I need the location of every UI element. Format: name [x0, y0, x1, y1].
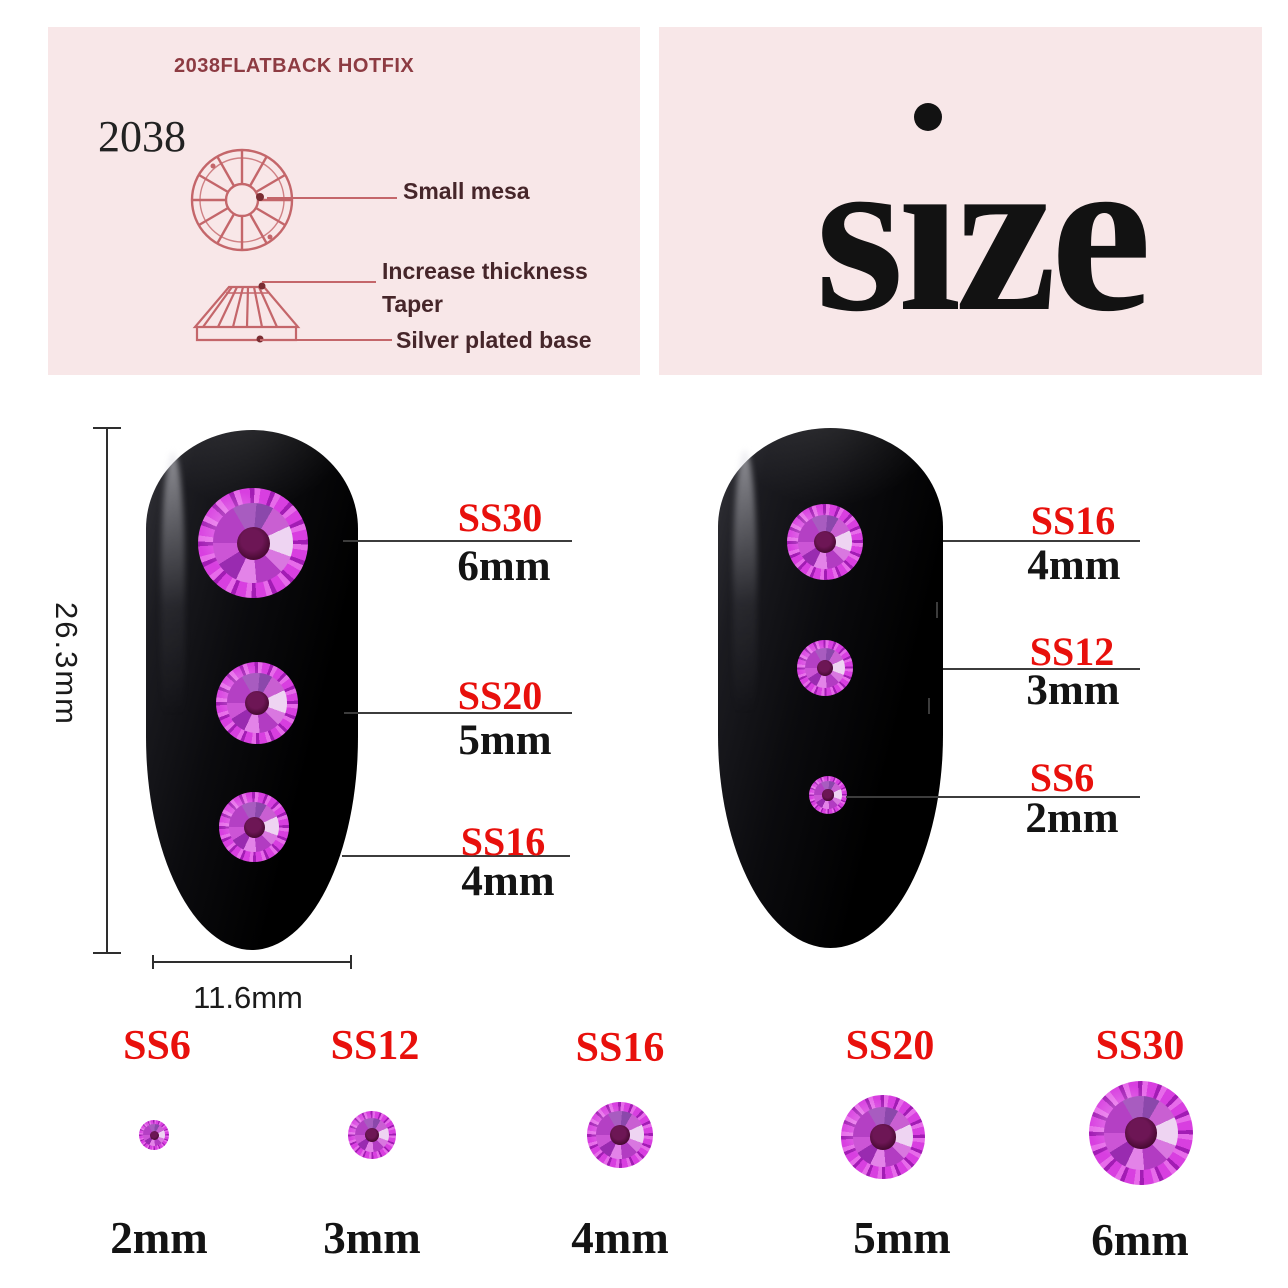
- label-taper: Taper: [382, 291, 443, 317]
- callout-ss16-right-mm: 4mm: [1027, 542, 1121, 589]
- size-heading-panel: sıze: [659, 27, 1262, 375]
- nail-length-label: 26.3mm: [49, 602, 84, 726]
- stone-ss20-on-nail: [216, 662, 298, 744]
- callout-ss16-left: SS16: [460, 819, 546, 864]
- label-increase-thickness: Increase thickness: [382, 258, 588, 284]
- chart-mm-ss20: 5mm: [853, 1213, 951, 1263]
- callout-ss6: SS6: [1029, 755, 1095, 800]
- label-silver-plated-base: Silver plated base: [396, 327, 592, 353]
- callout-ss30-mm: 6mm: [457, 543, 551, 590]
- nail-edge-tick-2: [928, 698, 930, 714]
- callout-ss30: SS30: [457, 495, 543, 540]
- chart-label-ss12: SS12: [330, 1023, 420, 1069]
- stone-ss12-on-nail-right: [797, 640, 853, 696]
- callout-ss12: SS12: [1029, 629, 1115, 674]
- label-small-mesa: Small mesa: [403, 178, 530, 204]
- stone-ss16-on-nail: [219, 792, 289, 862]
- stone-ss30-on-nail: [198, 488, 308, 598]
- nail-width-label: 11.6mm: [193, 980, 303, 1015]
- stone-ss6-on-nail-right: [809, 776, 847, 814]
- chart-stone-ss16: [587, 1102, 653, 1168]
- chart-mm-ss16: 4mm: [571, 1213, 669, 1263]
- callout-ss6-mm: 2mm: [1025, 795, 1119, 842]
- chart-mm-ss12: 3mm: [323, 1213, 421, 1263]
- chart-label-ss20: SS20: [845, 1023, 935, 1069]
- panel-title: 2038FLATBACK HOTFIX: [174, 55, 415, 77]
- size-heading: sıze: [815, 107, 1151, 359]
- size-word-dot: [914, 103, 942, 131]
- callout-ss20: SS20: [457, 673, 543, 718]
- model-number: 2038: [98, 112, 186, 161]
- callout-line-ss30: [343, 540, 572, 542]
- top-view-center-dot: [256, 193, 264, 201]
- width-dimension-line: [152, 955, 352, 969]
- stone-ss16-on-nail-right: [787, 504, 863, 580]
- callout-line-ss16-left: [342, 855, 570, 857]
- nail-edge-tick-1: [936, 602, 938, 618]
- chart-stone-ss20: [841, 1095, 925, 1179]
- chart-stone-ss30: [1089, 1081, 1193, 1185]
- callout-line-ss16-right: [943, 540, 1140, 542]
- length-dimension-line: [93, 427, 121, 954]
- callout-line-ss20: [344, 712, 572, 714]
- callout-ss16-left-mm: 4mm: [461, 858, 555, 905]
- chart-label-ss6: SS6: [123, 1023, 191, 1069]
- chart-label-ss30: SS30: [1095, 1023, 1185, 1069]
- callout-ss12-mm: 3mm: [1026, 667, 1120, 714]
- chart-stone-ss12: [348, 1111, 396, 1159]
- callout-line-ss12: [943, 668, 1140, 670]
- leader-line-thickness: [262, 281, 376, 283]
- chart-label-ss16: SS16: [575, 1025, 665, 1071]
- chart-mm-ss30: 6mm: [1091, 1215, 1189, 1265]
- product-info-panel: 2038FLATBACK HOTFIX 2038: [48, 27, 640, 375]
- leader-line-base: [260, 339, 392, 341]
- chart-mm-ss6: 2mm: [110, 1213, 208, 1263]
- callout-ss16-right: SS16: [1030, 498, 1116, 543]
- side-view-top-dot: [258, 282, 266, 290]
- leader-line-small-mesa: [267, 197, 397, 199]
- label-thickness-taper: Increase thickness Taper: [382, 255, 588, 321]
- callout-ss20-mm: 5mm: [458, 717, 552, 764]
- rhinestone-top-view-drawing: [190, 148, 294, 252]
- chart-stone-ss6: [139, 1120, 169, 1150]
- callout-line-ss6: [846, 796, 1140, 798]
